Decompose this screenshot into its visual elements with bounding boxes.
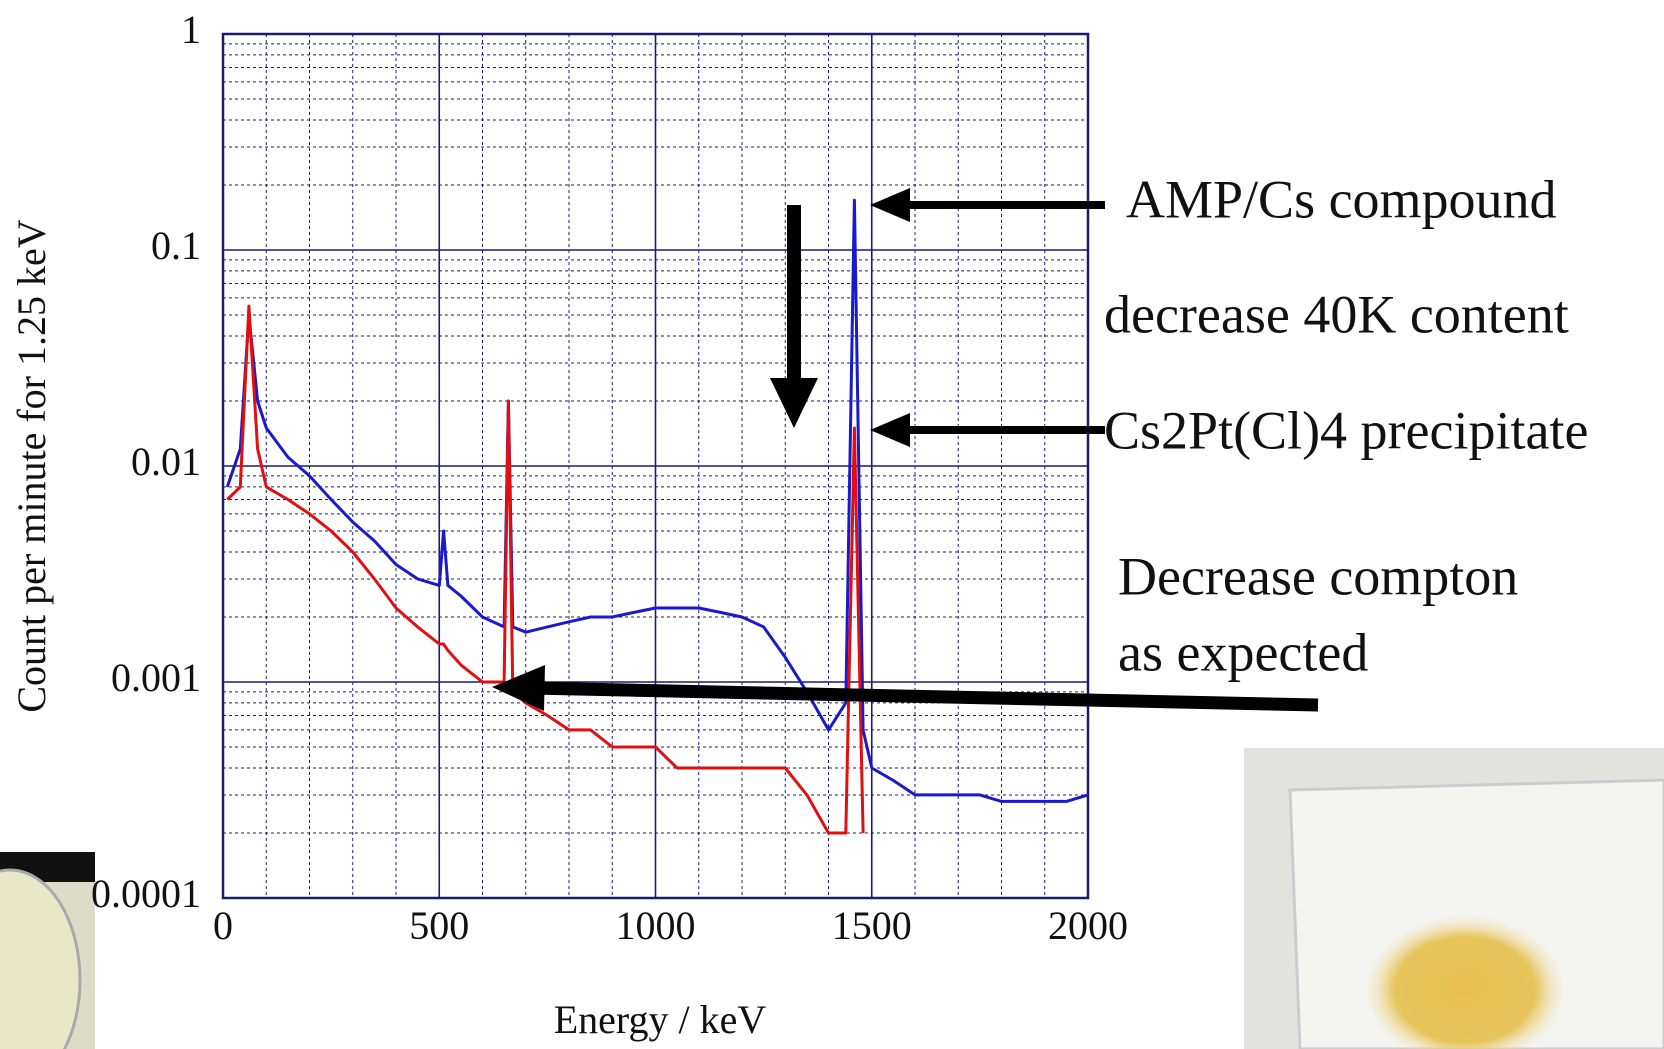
y-tick-label: 0.01 [131, 439, 201, 484]
x-tick-label: 1500 [832, 903, 912, 948]
photo-left [0, 852, 95, 1049]
annotation: Decrease compton [1118, 546, 1518, 606]
y-axis-label: Count per minute for 1.25 keV [9, 219, 54, 712]
series-line [226, 304, 865, 835]
x-tick-label: 2000 [1048, 903, 1128, 948]
plot-frame [221, 32, 1090, 900]
annotation: as expected [1118, 622, 1368, 682]
y-tick-label: 1 [181, 7, 201, 52]
series-line [225, 198, 1089, 803]
photo-right [1244, 748, 1664, 1049]
x-tick-label: 1000 [616, 903, 696, 948]
x-tick-label: 500 [409, 903, 469, 948]
annotation: Cs2Pt(Cl)4 precipitate [1104, 400, 1588, 460]
annotation: decrease 40K content [1104, 284, 1569, 344]
x-axis-label: Energy / keV [554, 997, 767, 1042]
x-tick-label: 0 [213, 903, 233, 948]
y-tick-label: 0.001 [111, 655, 201, 700]
arrows [492, 188, 1319, 712]
y-tick-label: 0.1 [151, 223, 201, 268]
y-tick-label: 0.0001 [91, 871, 201, 916]
annotation: AMP/Cs compound [1126, 169, 1557, 229]
